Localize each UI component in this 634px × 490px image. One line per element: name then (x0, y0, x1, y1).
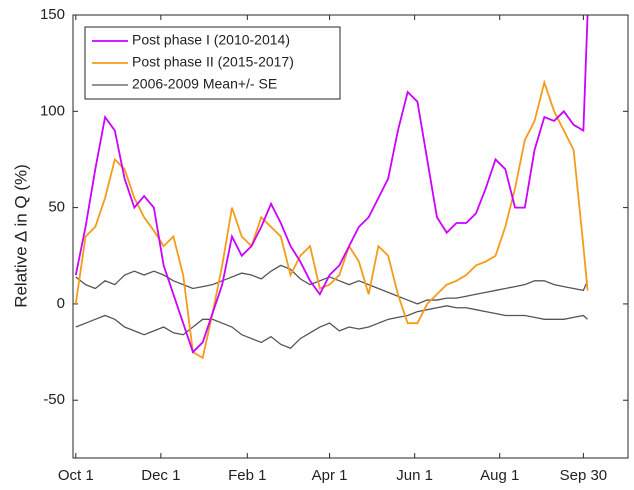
plot-frame (72, 14, 629, 459)
y-tick-label: 150 (40, 6, 65, 23)
y-tick-label: 50 (48, 199, 65, 216)
legend-box (84, 26, 341, 100)
y-tick-label: -50 (43, 391, 65, 408)
y-tick-label: 0 (57, 295, 65, 312)
data-line (74, 15, 589, 354)
x-tick-label: Dec 1 (141, 467, 180, 484)
y-axis-label: Relative ∆ in Q (%) (11, 164, 30, 308)
legend-label: Post phase I (2010-2014) (132, 32, 290, 48)
y-tick-label: 100 (40, 102, 65, 119)
x-tick-label: Aug 1 (480, 467, 519, 484)
x-tick-label: Apr 1 (312, 467, 348, 484)
legend-label: 2006-2009 Mean+/- SE (132, 76, 277, 92)
x-tick-label: Feb 1 (228, 467, 266, 484)
data-line (74, 79, 589, 360)
x-tick-label: Oct 1 (58, 467, 94, 484)
x-tick-label: Jun 1 (396, 467, 433, 484)
x-tick-label: Sep 30 (560, 467, 608, 484)
legend-label: Post phase II (2015-2017) (132, 54, 294, 70)
data-line (75, 305, 589, 349)
